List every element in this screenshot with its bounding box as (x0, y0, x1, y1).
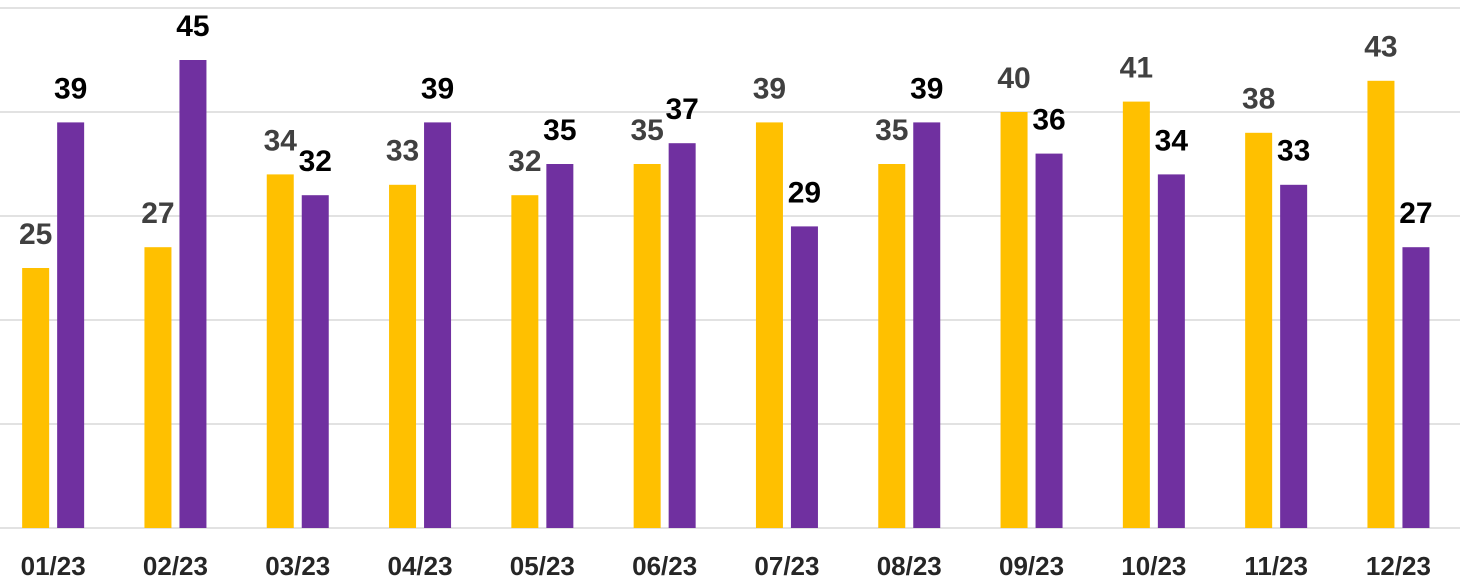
data-label: 33 (1277, 135, 1310, 168)
x-tick-label: 12/23 (1366, 551, 1431, 581)
x-tick-label: 11/23 (1244, 551, 1308, 581)
bar (755, 122, 783, 529)
x-tick-label: 03/23 (265, 551, 330, 581)
x-tick-label: 01/23 (21, 551, 86, 581)
bar (1157, 174, 1185, 528)
bar (1000, 112, 1028, 528)
data-label: 25 (19, 218, 52, 251)
data-label: 38 (1242, 83, 1275, 116)
bar (57, 122, 85, 529)
x-tick-label: 04/23 (388, 551, 453, 581)
data-label: 36 (1032, 104, 1065, 137)
bar (913, 122, 941, 529)
data-label: 35 (875, 114, 908, 147)
data-label: 33 (386, 135, 419, 168)
x-tick-label: 09/23 (999, 551, 1064, 581)
data-label: 37 (665, 93, 698, 126)
bar (179, 60, 207, 528)
bar (1122, 101, 1150, 528)
data-label: 32 (299, 145, 332, 178)
bar (301, 195, 329, 528)
bar (144, 247, 172, 528)
data-label: 41 (1120, 52, 1153, 85)
bar (1245, 132, 1273, 529)
bar (633, 164, 661, 528)
bar (1280, 184, 1308, 529)
bar (22, 268, 50, 528)
bar (266, 174, 294, 528)
bar (790, 226, 818, 528)
data-label: 39 (753, 72, 786, 105)
bar (878, 164, 906, 528)
x-tick-label: 02/23 (143, 551, 208, 581)
bar (389, 184, 417, 529)
x-tick-label: 08/23 (877, 551, 942, 581)
data-label: 40 (997, 62, 1030, 95)
data-label: 35 (543, 114, 576, 147)
data-label: 27 (1399, 197, 1432, 230)
data-label: 43 (1364, 31, 1397, 64)
x-tick-label: 05/23 (510, 551, 575, 581)
data-label: 27 (141, 197, 174, 230)
bar (1035, 153, 1063, 528)
data-label: 34 (1155, 124, 1189, 157)
x-tick-label: 07/23 (754, 551, 819, 581)
data-label: 29 (788, 176, 821, 209)
data-label: 39 (910, 72, 943, 105)
bar (1402, 247, 1430, 528)
data-label: 45 (176, 10, 209, 43)
x-tick-label: 06/23 (632, 551, 697, 581)
bar (511, 195, 539, 528)
bar (424, 122, 452, 529)
data-label: 34 (264, 124, 298, 157)
data-label: 39 (421, 72, 454, 105)
x-tick-label: 10/23 (1121, 551, 1186, 581)
data-label: 39 (54, 72, 87, 105)
bar (668, 143, 696, 528)
data-label: 32 (508, 145, 541, 178)
bar (1367, 80, 1395, 529)
bar (546, 164, 574, 528)
data-label: 35 (630, 114, 663, 147)
